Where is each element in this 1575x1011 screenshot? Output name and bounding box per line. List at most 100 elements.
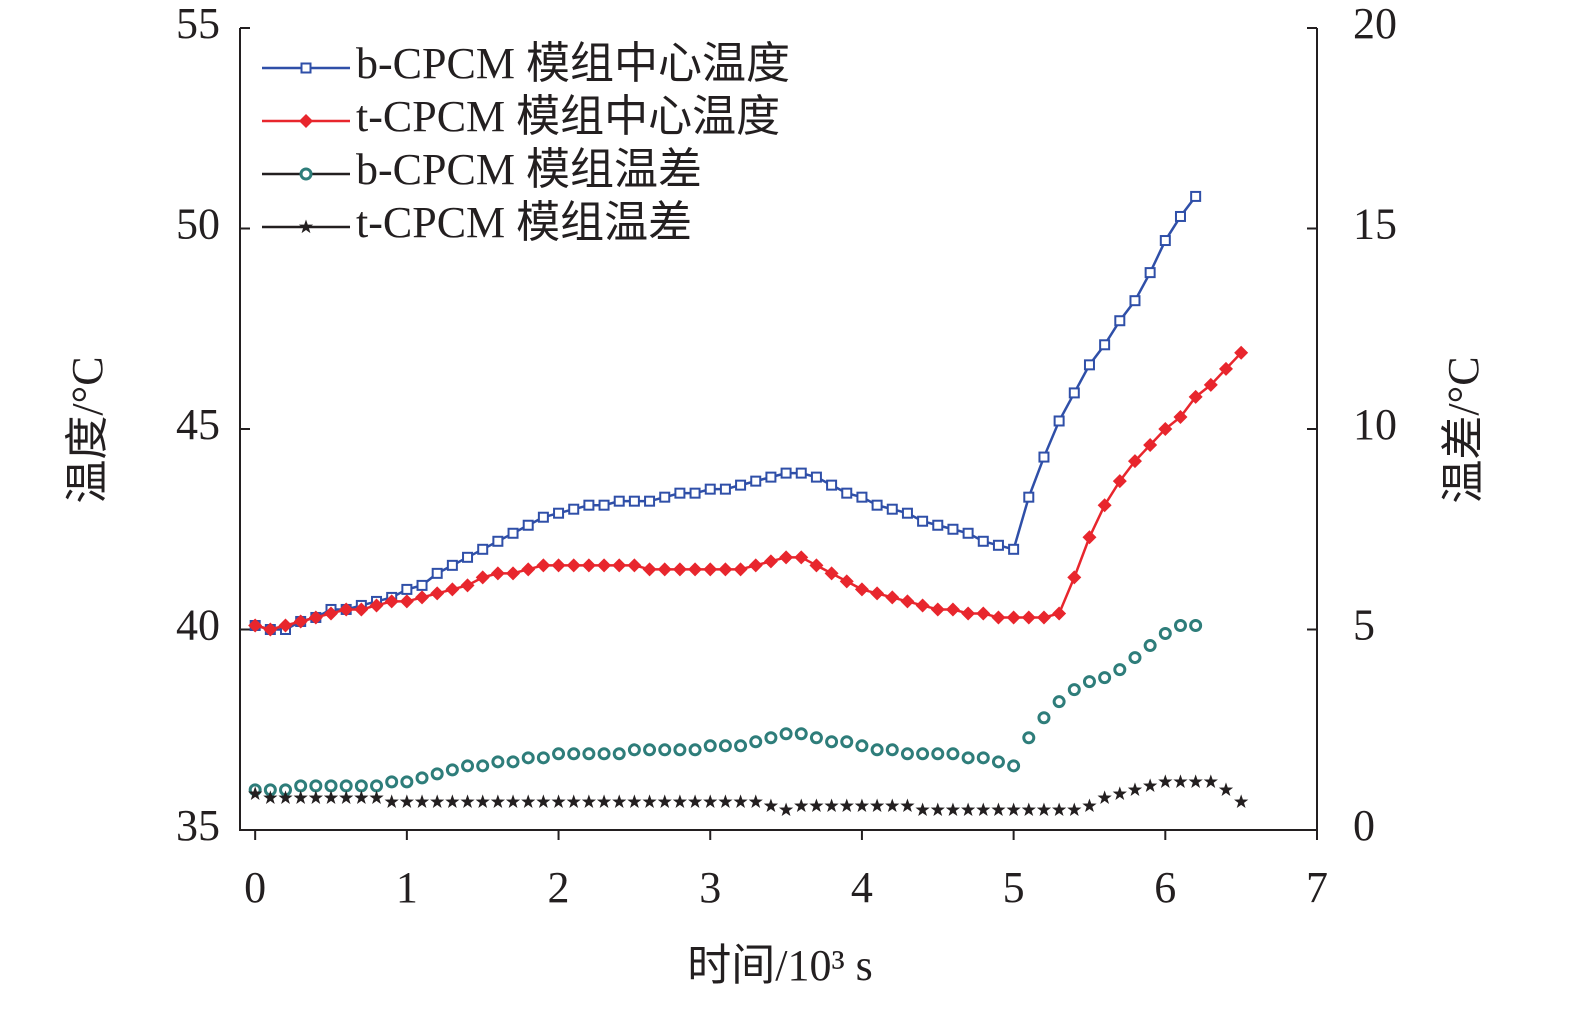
marker-diamond xyxy=(490,566,505,581)
marker-star xyxy=(869,798,885,813)
marker-star xyxy=(1127,782,1143,796)
marker-square xyxy=(704,483,716,495)
marker-star xyxy=(1082,798,1097,813)
marker-star xyxy=(278,790,293,804)
marker-star xyxy=(490,794,506,808)
marker-square xyxy=(674,487,686,499)
marker-square xyxy=(1114,315,1126,327)
marker-star xyxy=(354,790,369,804)
marker-diamond xyxy=(961,606,976,621)
marker-square xyxy=(462,551,474,563)
marker-diamond xyxy=(308,610,323,625)
marker-circle xyxy=(1173,618,1187,632)
marker-square xyxy=(871,499,883,511)
marker-star xyxy=(414,794,430,808)
marker-circle xyxy=(855,739,869,753)
marker-circle xyxy=(1037,711,1051,725)
marker-star xyxy=(263,790,278,804)
marker-star xyxy=(298,219,314,234)
marker-square xyxy=(1144,267,1156,279)
marker-square xyxy=(553,507,565,519)
marker-square xyxy=(992,539,1004,551)
marker-star xyxy=(445,794,460,808)
marker-square xyxy=(735,479,747,491)
marker-diamond xyxy=(566,558,581,573)
x-tick-label: 1 xyxy=(396,863,418,912)
legend-label: b-CPCM 模组温差 xyxy=(356,145,702,194)
marker-square xyxy=(583,499,595,511)
marker-diamond xyxy=(1097,498,1112,513)
marker-square xyxy=(977,535,989,547)
marker-star xyxy=(1051,802,1067,817)
marker-square xyxy=(901,507,913,519)
marker-circle xyxy=(870,743,884,757)
y2-tick-label: 20 xyxy=(1353,0,1397,48)
marker-star xyxy=(475,794,490,808)
marker-square xyxy=(613,495,625,507)
marker-star xyxy=(536,794,551,808)
marker-diamond xyxy=(506,566,521,581)
marker-star xyxy=(1188,774,1203,788)
marker-square xyxy=(477,543,489,555)
marker-star xyxy=(976,802,991,817)
y2-tick-label: 5 xyxy=(1353,601,1375,650)
marker-circle xyxy=(976,751,990,765)
marker-circle xyxy=(885,743,899,757)
marker-square xyxy=(1053,415,1065,427)
marker-star xyxy=(703,794,718,808)
marker-diamond xyxy=(642,562,657,577)
marker-star xyxy=(323,790,339,804)
marker-circle xyxy=(536,751,550,765)
marker-star xyxy=(930,802,945,817)
marker-star xyxy=(1021,802,1036,817)
marker-circle xyxy=(718,739,732,753)
marker-circle xyxy=(339,779,353,793)
x-tick-label: 6 xyxy=(1154,863,1176,912)
marker-star xyxy=(1112,786,1127,800)
marker-circle xyxy=(931,747,945,761)
y-tick-label: 35 xyxy=(176,801,220,850)
marker-star xyxy=(430,794,445,808)
marker-square xyxy=(947,523,959,535)
marker-circle xyxy=(1067,683,1081,697)
marker-diamond xyxy=(991,610,1006,625)
marker-square xyxy=(522,519,534,531)
marker-diamond xyxy=(748,558,763,573)
y2-tick-label: 0 xyxy=(1353,801,1375,850)
marker-diamond xyxy=(839,574,854,589)
marker-diamond xyxy=(521,562,536,577)
marker-square xyxy=(598,499,610,511)
marker-star xyxy=(900,798,915,813)
x-tick-label: 5 xyxy=(1003,863,1025,912)
marker-diamond xyxy=(248,618,263,633)
marker-diamond xyxy=(278,618,293,633)
marker-square xyxy=(765,471,777,483)
marker-star xyxy=(657,794,672,808)
marker-square xyxy=(1099,339,1111,351)
marker-diamond xyxy=(915,598,930,613)
marker-star xyxy=(991,802,1006,817)
marker-star xyxy=(778,802,794,817)
marker-circle xyxy=(1158,627,1172,641)
marker-circle xyxy=(415,771,429,785)
marker-diamond xyxy=(794,550,809,565)
marker-square xyxy=(810,471,822,483)
marker-circle xyxy=(354,779,368,793)
marker-square xyxy=(780,467,792,479)
legend-label: b-CPCM 模组中心温度 xyxy=(356,39,790,88)
marker-diamond xyxy=(1112,474,1127,489)
marker-circle xyxy=(521,751,535,765)
marker-star xyxy=(612,794,627,808)
marker-diamond xyxy=(703,562,718,577)
marker-circle xyxy=(324,779,338,793)
marker-diamond xyxy=(263,622,278,637)
marker-square xyxy=(1190,190,1202,202)
marker-diamond xyxy=(718,562,733,577)
marker-star xyxy=(384,794,399,808)
marker-diamond xyxy=(612,558,627,573)
marker-circle xyxy=(749,735,763,749)
marker-circle xyxy=(430,767,444,781)
marker-diamond xyxy=(460,578,475,593)
marker-circle xyxy=(597,747,611,761)
